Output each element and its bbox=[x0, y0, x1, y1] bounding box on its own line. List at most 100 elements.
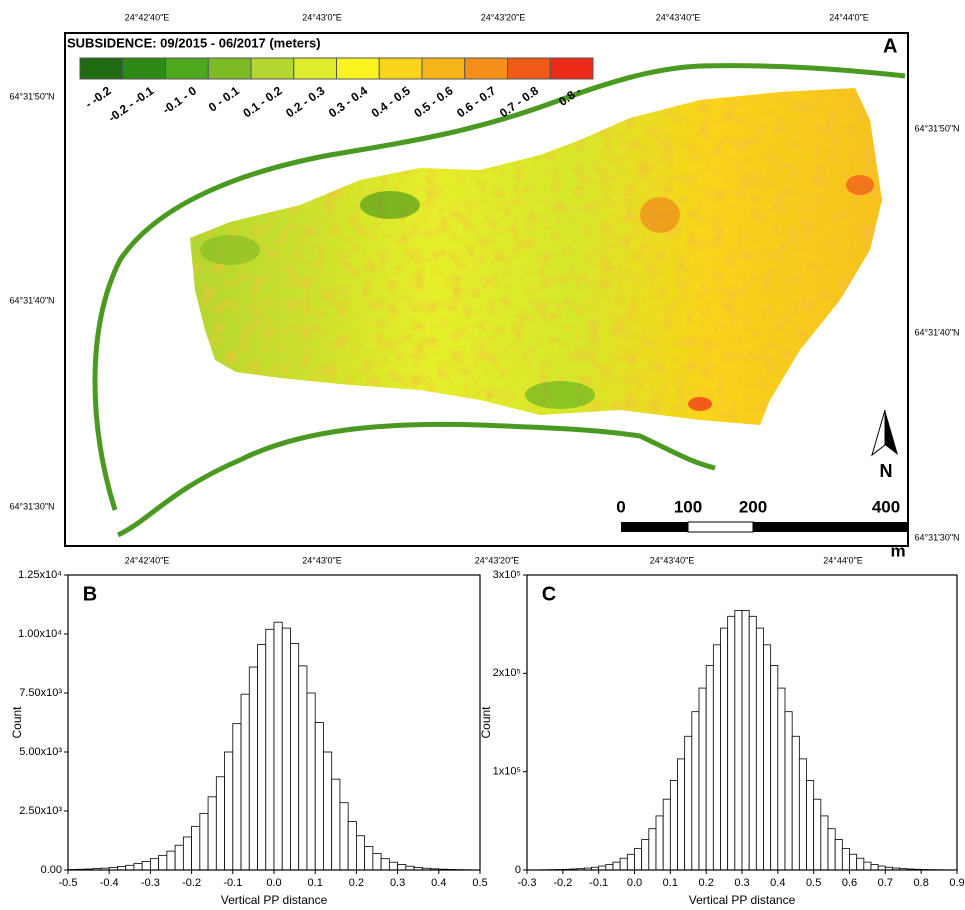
histogram-bar bbox=[619, 857, 628, 871]
histogram-bar bbox=[298, 665, 308, 871]
y-tick-label: 1.00x10⁴ bbox=[18, 628, 62, 640]
patch bbox=[360, 191, 420, 219]
x-tick-label: 0.0 bbox=[266, 877, 281, 889]
histogram-bar bbox=[265, 628, 275, 871]
histogram-bar bbox=[347, 821, 357, 871]
legend-swatch bbox=[378, 57, 423, 80]
x-tick-label: -0.4 bbox=[100, 877, 119, 889]
histogram-bar bbox=[306, 692, 316, 871]
y-tick-label: 0 bbox=[515, 864, 521, 876]
patch bbox=[688, 397, 712, 411]
histogram-bar bbox=[841, 847, 850, 871]
histogram-bar bbox=[388, 861, 398, 871]
histogram-bar bbox=[806, 780, 815, 871]
histogram-bar bbox=[273, 621, 283, 871]
map-panel: SUBSIDENCE: 09/2015 - 06/2017 (meters) A… bbox=[64, 32, 909, 547]
scale-bar-label: 400 bbox=[872, 497, 900, 516]
histogram-bar bbox=[199, 812, 209, 871]
y-axis-label: Count bbox=[10, 706, 24, 739]
histogram-bar bbox=[174, 844, 184, 871]
histogram-bar bbox=[727, 615, 736, 871]
patch bbox=[200, 235, 260, 265]
legend-swatch bbox=[507, 57, 551, 80]
legend-swatch bbox=[79, 57, 124, 80]
histogram-bar bbox=[612, 861, 621, 871]
lon-tick-label: 24°43'0"E bbox=[302, 555, 342, 565]
histogram-bar bbox=[397, 864, 407, 871]
lon-tick-label: 24°43'40"E bbox=[650, 555, 695, 565]
y-tick-label: 1x10⁵ bbox=[493, 766, 521, 778]
y-tick-label: 2.50x10³ bbox=[19, 805, 62, 817]
histogram-bar bbox=[314, 722, 324, 871]
histogram-bar bbox=[166, 850, 176, 871]
x-tick-label: 0.4 bbox=[770, 877, 785, 889]
north-label: N bbox=[880, 461, 893, 481]
histogram-bar bbox=[870, 864, 879, 871]
scale-bar-label: 0 bbox=[616, 497, 625, 516]
scale-bar-label: 200 bbox=[739, 497, 767, 516]
y-tick-label: 1.25x10⁴ bbox=[18, 569, 62, 581]
x-tick-label: 0.4 bbox=[431, 877, 446, 889]
lon-tick-label: 24°43'40"E bbox=[656, 12, 701, 22]
x-tick-label: -0.2 bbox=[553, 877, 572, 889]
north-arrow bbox=[871, 409, 898, 457]
histogram-bar bbox=[863, 861, 872, 871]
y-tick-label: 3x10⁵ bbox=[493, 569, 521, 581]
histogram-bar bbox=[215, 776, 225, 871]
lat-tick-label: 64°31'40"N bbox=[9, 295, 54, 305]
lon-tick-label: 24°43'20"E bbox=[475, 555, 520, 565]
histogram-bar bbox=[734, 610, 743, 871]
river-bank bbox=[92, 63, 906, 511]
map-title: SUBSIDENCE: 09/2015 - 06/2017 (meters) bbox=[67, 35, 321, 50]
histogram-bar bbox=[339, 802, 349, 871]
legend-swatch bbox=[549, 57, 594, 80]
patch bbox=[640, 197, 680, 233]
histogram-bar bbox=[798, 758, 807, 871]
histogram-bar bbox=[720, 627, 729, 871]
histogram-bar bbox=[791, 735, 800, 871]
histogram-bar bbox=[626, 853, 635, 871]
lon-tick-label: 24°44'0"E bbox=[823, 555, 863, 565]
legend-swatch bbox=[122, 57, 166, 80]
histogram-bar bbox=[248, 666, 258, 871]
scale-bar-label: 100 bbox=[674, 497, 702, 516]
x-axis-label: Vertical PP distance bbox=[221, 893, 328, 907]
histogram-bar bbox=[705, 665, 714, 871]
legend-swatch bbox=[250, 57, 295, 80]
legend-swatch bbox=[336, 57, 380, 80]
legend-swatch bbox=[165, 57, 209, 80]
histogram-bar bbox=[240, 693, 250, 871]
histogram-bar bbox=[141, 861, 151, 871]
histogram-bar bbox=[125, 864, 135, 871]
patch bbox=[846, 175, 874, 195]
x-tick-label: 0.5 bbox=[806, 877, 821, 889]
legend-swatch bbox=[207, 57, 252, 80]
histogram-bar bbox=[372, 853, 382, 871]
panel-label: B bbox=[83, 583, 97, 605]
histogram-bar bbox=[712, 644, 721, 871]
histogram-bar bbox=[784, 711, 793, 871]
x-tick-label: 0.6 bbox=[842, 877, 857, 889]
histogram-bar bbox=[207, 796, 217, 871]
histogram-bar bbox=[655, 815, 664, 871]
histogram-bar bbox=[355, 835, 366, 871]
legend-swatch bbox=[421, 57, 466, 80]
histogram-bar bbox=[669, 780, 678, 871]
panel-label: A bbox=[883, 35, 897, 57]
histogram-bar bbox=[641, 839, 650, 871]
histogram-bar bbox=[827, 828, 836, 871]
y-tick-label: 5.00x10³ bbox=[19, 746, 62, 758]
lon-tick-label: 24°43'0"E bbox=[302, 12, 342, 22]
lat-tick-label: 64°31'50"N bbox=[914, 123, 959, 133]
histogram-bar bbox=[323, 751, 333, 871]
y-tick-label: 2x10⁵ bbox=[493, 667, 521, 679]
histogram-bar bbox=[662, 798, 671, 871]
x-tick-label: 0.8 bbox=[914, 877, 929, 889]
lat-tick-label: 64°31'30"N bbox=[914, 532, 959, 542]
lon-tick-label: 24°43'20"E bbox=[481, 12, 526, 22]
lat-tick-label: 64°31'40"N bbox=[914, 327, 959, 337]
histogram-bar bbox=[634, 847, 643, 871]
x-tick-label: -0.1 bbox=[223, 877, 242, 889]
lat-tick-label: 64°31'30"N bbox=[9, 501, 54, 511]
